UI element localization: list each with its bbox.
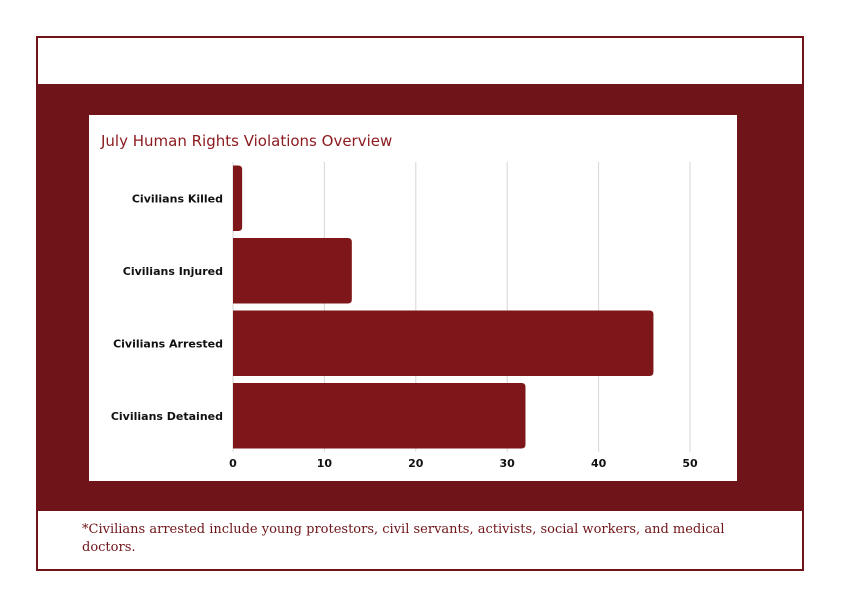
bar-civilians-injured <box>233 237 352 304</box>
bar-chart: Civilians Killed Civilians Injured Civilia… <box>111 162 698 470</box>
category-label: Civilians Detained <box>111 410 223 423</box>
bar-civilians-killed <box>233 165 243 232</box>
x-tick-label: 20 <box>408 457 424 470</box>
x-tick-label: 50 <box>682 457 698 470</box>
chart-title: July Human Rights Violations Overview <box>101 132 393 150</box>
category-label: Civilians Arrested <box>113 337 223 350</box>
bar-layer <box>233 165 654 449</box>
bar-civilians-arrested <box>233 310 654 377</box>
x-tick-label: 40 <box>591 457 607 470</box>
x-tick-label: 0 <box>229 457 237 470</box>
footnote: *Civilians arrested include young protes… <box>82 522 725 555</box>
x-tick-label: 10 <box>317 457 333 470</box>
category-label: Civilians Killed <box>132 192 223 205</box>
x-tick-label: 30 <box>500 457 516 470</box>
category-label-layer: Civilians Killed Civilians Injured Civilia… <box>111 192 223 423</box>
bar-civilians-detained <box>233 382 526 449</box>
category-label: Civilians Injured <box>123 265 223 278</box>
tick-label-layer: 0 10 20 30 40 50 <box>229 457 698 470</box>
